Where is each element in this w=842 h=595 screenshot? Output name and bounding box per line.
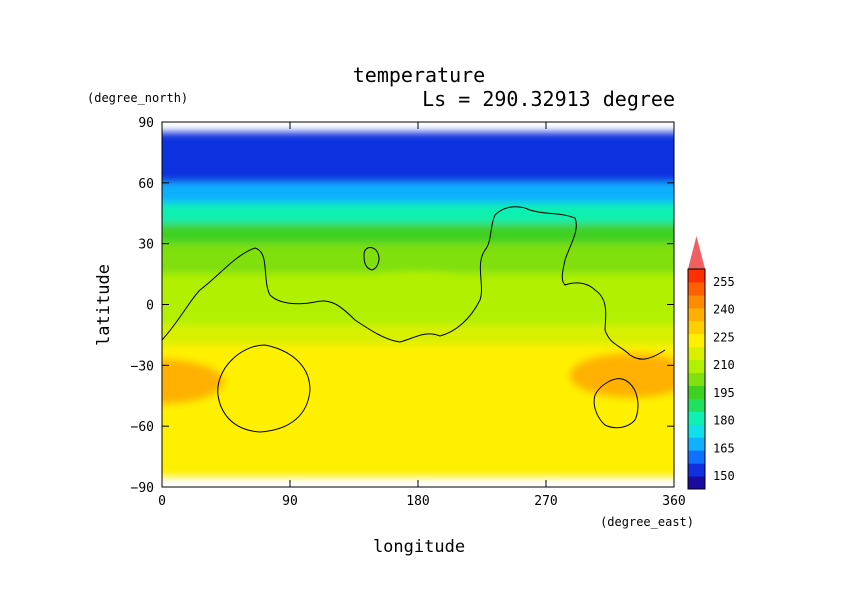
colorbar-segment (688, 269, 705, 283)
colorbar-segment (688, 333, 705, 348)
temperature-field (162, 122, 674, 487)
colorbar-label: 240 (713, 303, 735, 317)
regional-features (162, 272, 674, 404)
colorbar-label: 255 (713, 275, 735, 289)
latitude-band-3 (162, 223, 674, 244)
y-tick-label: 0 (146, 299, 154, 314)
contour-northern-boundary (162, 206, 666, 360)
colorbar-label: 225 (713, 330, 735, 344)
y-tick-label: −30 (131, 359, 154, 374)
regional-feature-1 (162, 359, 224, 404)
contour-small-north (363, 247, 380, 271)
colorbar-segment (688, 320, 705, 335)
latitude-bands (162, 132, 674, 477)
regional-feature-2 (569, 353, 674, 398)
colorbar-segment (688, 307, 705, 322)
contour-south-east (593, 378, 639, 429)
colorbar-segment (688, 450, 705, 464)
colorbar-segment (688, 437, 705, 451)
regional-feature-0 (356, 272, 480, 317)
colorbar-segment (688, 424, 705, 438)
latitude-band-1 (162, 182, 674, 204)
y-tick-label: 30 (138, 238, 154, 253)
latitude-band-2 (162, 203, 674, 224)
chart-title: temperature (353, 63, 485, 87)
axis-ticks (161, 121, 675, 488)
contour-south-west (217, 344, 311, 433)
colorbar-label: 195 (713, 386, 735, 400)
latitude-band-0 (162, 132, 674, 183)
chart-subtitle: Ls = 290.32913 degree (422, 87, 675, 111)
colorbar: 255 240 225 210 195 180 165 150 (687, 236, 735, 490)
latitude-band-6 (162, 324, 674, 346)
colorbar-segment (688, 385, 705, 399)
colorbar-label: 165 (713, 441, 735, 455)
y-tick-label: 60 (138, 177, 154, 192)
y-tick-label: −60 (131, 420, 154, 435)
colorbar-segment (688, 294, 705, 309)
topography-contours (162, 206, 666, 433)
latitude-band-4 (162, 243, 674, 275)
x-tick-label: 270 (534, 494, 557, 509)
colorbar-segment (688, 281, 705, 296)
axis-tick-labels: 0 90 180 270 360 90 60 30 0 −30 −60 −90 (131, 116, 686, 509)
colorbar-label: 180 (713, 414, 735, 428)
x-tick-label: 180 (406, 494, 429, 509)
y-axis-label: latitude (94, 264, 114, 346)
x-tick-label: 0 (158, 494, 166, 509)
colorbar-segment (688, 476, 705, 490)
colorbar-segment (688, 346, 705, 361)
y-unit-label: (degree_north) (87, 91, 188, 105)
colorbar-segment (688, 398, 705, 412)
colorbar-label: 150 (713, 469, 735, 483)
y-tick-label: −90 (131, 481, 154, 496)
colorbar-frame (687, 268, 706, 490)
colorbar-arrow (688, 236, 705, 269)
x-unit-label: (degree_east) (600, 515, 694, 529)
colorbar-segment (688, 359, 705, 374)
y-tick-label: 90 (138, 116, 154, 131)
x-tick-label: 360 (662, 494, 685, 509)
colorbar-label: 210 (713, 358, 735, 372)
colorbar-segment (688, 411, 705, 425)
x-tick-label: 90 (282, 494, 298, 509)
colorbar-segment (688, 372, 705, 386)
x-axis-label: longitude (373, 537, 465, 557)
colorbar-segment (688, 463, 705, 477)
